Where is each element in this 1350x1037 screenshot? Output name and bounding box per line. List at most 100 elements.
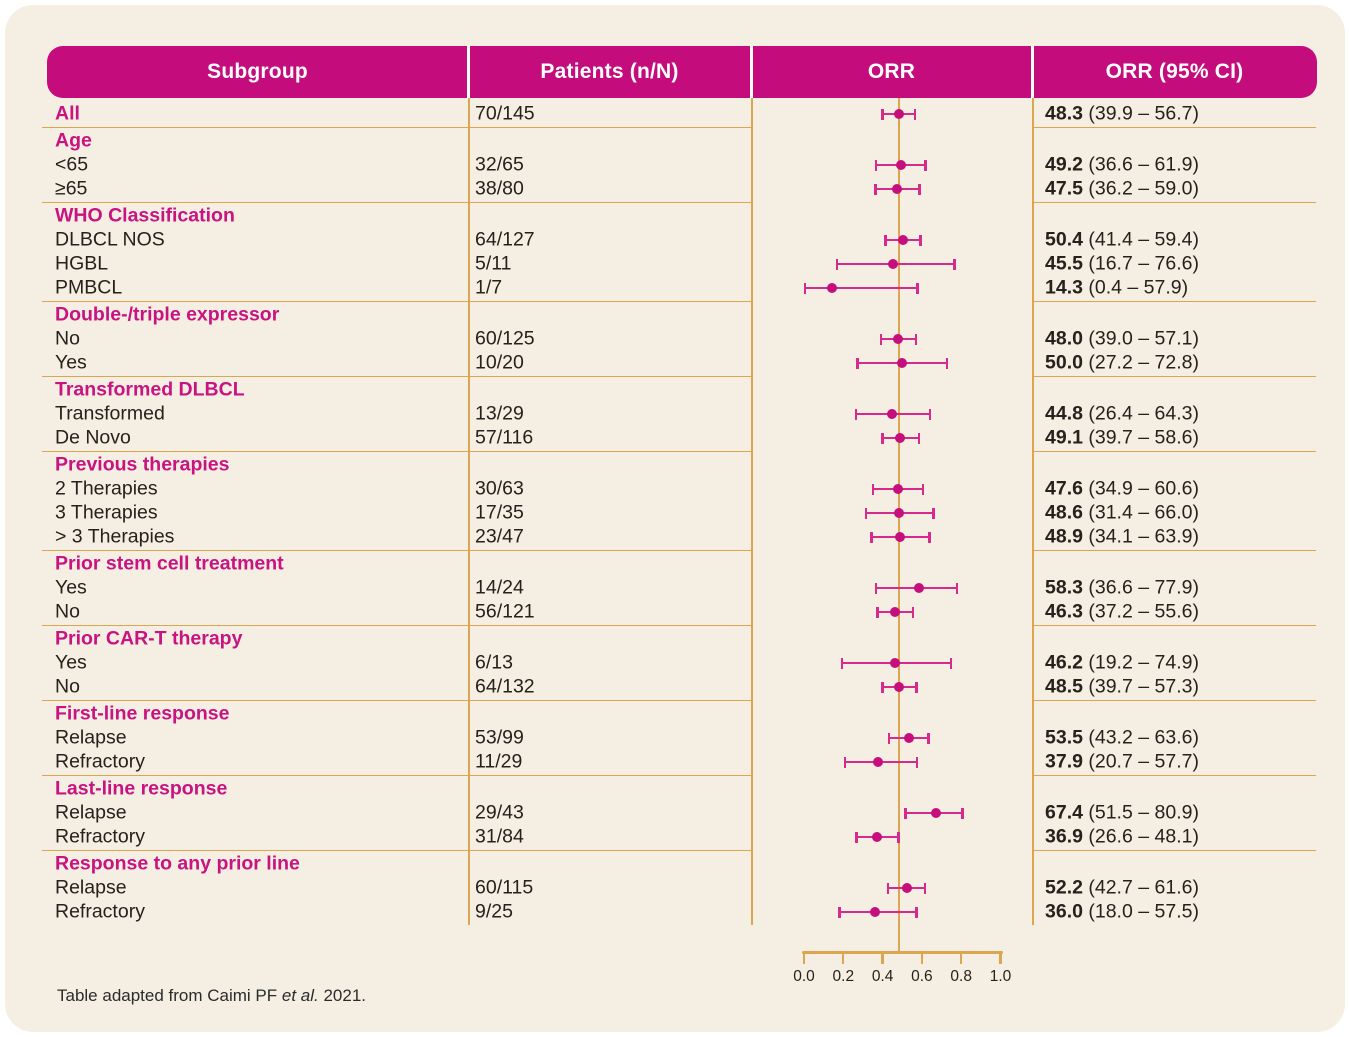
ci-cap-left xyxy=(881,681,884,693)
ci-cap-right xyxy=(918,183,921,195)
row-patients: 30/63 xyxy=(475,477,524,500)
ci-cap-right xyxy=(953,258,956,270)
point-estimate-dot xyxy=(889,658,900,668)
row-label: Refractory xyxy=(55,825,145,848)
row-patients: 1/7 xyxy=(475,276,503,299)
x-axis-tick xyxy=(881,951,884,964)
ci-cap-left xyxy=(838,906,841,918)
x-axis-tick xyxy=(960,951,963,964)
orr-value: 44.8 xyxy=(1045,402,1083,425)
point-estimate-dot xyxy=(898,235,909,245)
orr-value: 53.5 xyxy=(1045,726,1083,749)
error-bar xyxy=(843,756,919,769)
orr-value: 36.9 xyxy=(1045,825,1083,848)
orr-value: 49.1 xyxy=(1045,426,1083,449)
ci-cap-right xyxy=(917,432,921,444)
ci-cap-left xyxy=(855,831,858,843)
row-orr-ci: 44.8 (26.4 – 64.3) xyxy=(1045,403,1199,426)
point-estimate-dot xyxy=(892,484,903,494)
ci-cap-left xyxy=(874,183,877,195)
orr-value: 67.4 xyxy=(1045,801,1083,824)
ci-cap-left xyxy=(840,657,844,669)
error-bar xyxy=(874,183,921,196)
ci-cap-right xyxy=(913,108,917,120)
point-estimate-dot xyxy=(869,907,880,917)
group-divider-right xyxy=(1032,549,1316,552)
x-axis-tick-label: 0.2 xyxy=(832,968,855,985)
ci-cap-right xyxy=(955,582,959,594)
error-bar xyxy=(864,507,935,520)
ci-range: (18.0 – 57.5) xyxy=(1082,900,1199,923)
x-axis-tick xyxy=(802,951,806,964)
source-note-italic: et al. xyxy=(281,986,319,1005)
row-patients: 57/116 xyxy=(475,426,534,449)
ci-cap-left xyxy=(843,756,847,768)
ci-cap-right xyxy=(915,906,918,918)
orr-value: 48.6 xyxy=(1045,501,1083,524)
error-bar xyxy=(874,159,927,172)
ci-cap-left xyxy=(886,882,890,894)
error-bar xyxy=(856,357,949,370)
ci-range: (43.2 – 63.6) xyxy=(1082,726,1199,749)
row-label: Transformed xyxy=(55,402,165,425)
group-divider-right xyxy=(1032,624,1316,627)
ci-cap-right xyxy=(928,531,931,543)
ci-cap-left xyxy=(864,507,868,519)
table-header: Subgroup Patients (n/N) ORR ORR (95% CI) xyxy=(47,46,1317,98)
group-divider-left xyxy=(42,450,752,453)
column-header-orr: ORR xyxy=(867,60,916,83)
ci-cap-left xyxy=(874,582,878,594)
orr-value: 37.9 xyxy=(1045,750,1083,773)
row-orr-ci: 46.3 (37.2 – 55.6) xyxy=(1045,601,1199,624)
point-estimate-dot xyxy=(897,358,908,368)
orr-value: 48.3 xyxy=(1045,102,1083,125)
error-bar xyxy=(881,108,917,121)
group-divider-right xyxy=(1032,774,1316,777)
ci-cap-right xyxy=(961,807,964,819)
orr-value: 50.4 xyxy=(1045,228,1083,251)
group-title: Last-line response xyxy=(55,777,228,800)
ci-cap-right xyxy=(897,831,900,843)
error-bar xyxy=(870,531,931,544)
x-axis-tick xyxy=(920,951,924,964)
x-axis-tick xyxy=(999,951,1002,964)
point-estimate-dot xyxy=(894,508,905,518)
x-axis-tick-label: 1.0 xyxy=(989,968,1012,985)
row-orr-ci: 48.5 (39.7 – 57.3) xyxy=(1045,676,1199,699)
ci-cap-left xyxy=(874,159,878,171)
row-orr-ci: 48.6 (31.4 – 66.0) xyxy=(1045,502,1199,525)
row-patients: 60/115 xyxy=(475,876,534,899)
row-orr-ci: 48.3 (39.9 – 56.7) xyxy=(1045,103,1199,126)
group-title: Age xyxy=(55,129,92,152)
ci-range: (0.4 – 57.9) xyxy=(1082,276,1189,299)
ci-cap-left xyxy=(884,234,887,246)
row-orr-ci: 47.6 (34.9 – 60.6) xyxy=(1045,478,1199,501)
row-orr-ci: 47.5 (36.2 – 59.0) xyxy=(1045,178,1199,201)
row-label: HGBL xyxy=(55,252,109,275)
orr-value: 50.0 xyxy=(1045,351,1083,374)
row-patients: 29/43 xyxy=(475,801,524,824)
group-divider-right xyxy=(1032,450,1316,453)
point-estimate-dot xyxy=(894,682,905,692)
error-bar xyxy=(838,906,918,919)
orr-value: 48.9 xyxy=(1045,525,1083,548)
error-bar xyxy=(887,732,930,745)
point-estimate-dot xyxy=(895,532,906,542)
row-patients: 64/132 xyxy=(475,675,535,698)
x-axis-tick xyxy=(842,951,845,964)
point-estimate-dot xyxy=(904,733,915,743)
row-patients: 60/125 xyxy=(475,327,535,350)
row-label: Relapse xyxy=(55,801,127,824)
row-label: DLBCL NOS xyxy=(55,228,165,251)
point-estimate-dot xyxy=(895,160,906,170)
ci-range: (19.2 – 74.9) xyxy=(1082,651,1199,674)
ci-range: (34.1 – 63.9) xyxy=(1082,525,1199,548)
ci-cap-right xyxy=(911,606,915,618)
ci-cap-right xyxy=(923,882,927,894)
group-title: Prior stem cell treatment xyxy=(55,552,284,575)
ci-range: (37.2 – 55.6) xyxy=(1082,600,1199,623)
error-bar xyxy=(840,657,953,670)
ci-cap-right xyxy=(915,756,919,768)
row-label: All xyxy=(55,102,80,125)
header-separator xyxy=(467,46,470,98)
